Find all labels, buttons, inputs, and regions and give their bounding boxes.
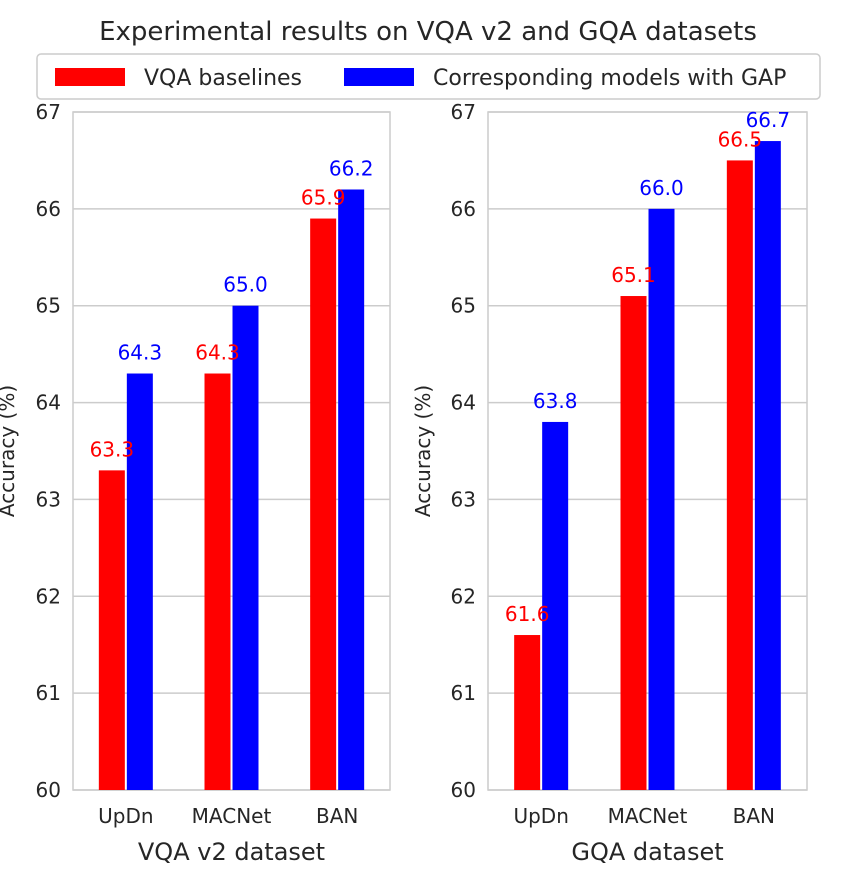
legend-swatch-vqa-baselines xyxy=(55,68,125,86)
bar-vqa-v2-ban-baseline xyxy=(310,218,337,791)
bar-vqa-v2-macnet-gap xyxy=(232,305,259,790)
data-label-gqa-ban-baseline: 66.5 xyxy=(718,127,763,151)
bar-vqa-v2-updn-baseline xyxy=(98,470,125,790)
y-axis-label-gqa: Accuracy (%) xyxy=(411,385,435,517)
y-tick-label: 62 xyxy=(36,584,61,608)
bar-vqa-v2-macnet-baseline xyxy=(204,373,231,790)
y-tick-label: 65 xyxy=(36,294,61,318)
plot-frame-vqa-v2 xyxy=(72,111,391,791)
x-tick-label-updn: UpDn xyxy=(513,804,568,828)
bar-gqa-ban-gap xyxy=(754,141,781,791)
data-label-gqa-macnet-gap: 66.0 xyxy=(639,176,684,200)
legend-swatch-gap-models xyxy=(344,68,414,86)
y-tick-label: 63 xyxy=(451,487,476,511)
x-tick-label-macnet: MACNet xyxy=(608,804,688,828)
data-label-vqa-v2-updn-baseline: 63.3 xyxy=(90,437,135,461)
y-tick-label: 63 xyxy=(36,487,61,511)
y-tick-label: 65 xyxy=(451,294,476,318)
y-tick-label: 61 xyxy=(36,681,61,705)
bar-gqa-macnet-gap xyxy=(648,208,675,790)
x-tick-label-ban: BAN xyxy=(733,804,775,828)
data-label-gqa-ban-gap: 66.7 xyxy=(746,108,791,132)
y-tick-label: 67 xyxy=(36,100,61,124)
x-tick-label-macnet: MACNet xyxy=(192,804,272,828)
chart-panel-gqa: 60 61 62 63 64 65 66 67 61.6 63.8 UpDn 65.1 66.0 MACN… xyxy=(411,100,808,866)
y-axis-label-vqa-v2: Accuracy (%) xyxy=(0,385,19,517)
bar-gqa-ban-baseline xyxy=(726,160,753,790)
data-label-vqa-v2-ban-gap: 66.2 xyxy=(329,156,374,180)
plot-frame-gqa xyxy=(487,111,808,791)
y-tick-label: 60 xyxy=(451,778,476,802)
y-tick-label: 60 xyxy=(36,778,61,802)
bar-gqa-macnet-baseline xyxy=(620,296,647,790)
y-tick-label: 62 xyxy=(451,584,476,608)
bar-vqa-v2-updn-gap xyxy=(126,373,153,790)
legend: VQA baselines Corresponding models with … xyxy=(36,53,821,100)
y-tick-label: 61 xyxy=(451,681,476,705)
figure-title: Experimental results on VQA v2 and GQA d… xyxy=(99,17,757,47)
legend-frame xyxy=(36,53,821,100)
data-label-vqa-v2-ban-baseline: 65.9 xyxy=(301,186,346,210)
bar-gqa-updn-gap xyxy=(542,421,569,790)
x-axis-label-vqa-v2: VQA v2 dataset xyxy=(138,838,325,866)
x-axis-label-gqa: GQA dataset xyxy=(571,838,723,866)
y-tick-label: 66 xyxy=(451,197,476,221)
data-label-gqa-updn-baseline: 61.6 xyxy=(505,602,550,626)
legend-label-vqa-baselines: VQA baselines xyxy=(144,66,302,91)
data-label-gqa-updn-gap: 63.8 xyxy=(533,389,578,413)
x-tick-label-updn: UpDn xyxy=(98,804,153,828)
data-label-vqa-v2-macnet-gap: 65.0 xyxy=(223,273,268,297)
legend-label-gap-models: Corresponding models with GAP xyxy=(433,66,786,91)
y-tick-label: 66 xyxy=(36,197,61,221)
data-label-vqa-v2-updn-gap: 64.3 xyxy=(118,341,163,365)
data-label-gqa-macnet-baseline: 65.1 xyxy=(611,263,656,287)
data-label-vqa-v2-macnet-baseline: 64.3 xyxy=(195,341,240,365)
chart-panel-vqa-v2: 60 61 62 63 64 65 66 67 63.3 64.3 UpDn 64.3 65.0 MACN… xyxy=(0,100,391,866)
bar-vqa-v2-ban-gap xyxy=(338,189,365,790)
y-tick-label: 64 xyxy=(451,391,476,415)
bar-gqa-updn-baseline xyxy=(514,635,541,790)
x-tick-label-ban: BAN xyxy=(316,804,358,828)
y-tick-label: 67 xyxy=(451,100,476,124)
y-tick-label: 64 xyxy=(36,391,61,415)
